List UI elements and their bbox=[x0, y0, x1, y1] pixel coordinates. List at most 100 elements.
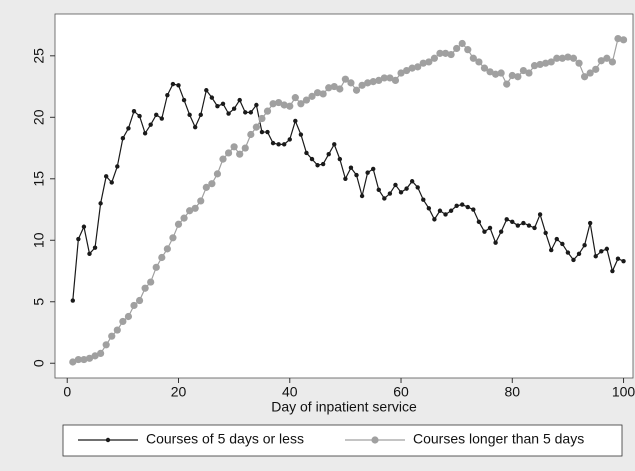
data-point bbox=[87, 251, 92, 256]
data-point bbox=[593, 254, 598, 259]
data-point bbox=[347, 79, 355, 87]
data-point bbox=[263, 107, 272, 115]
data-point bbox=[419, 59, 427, 67]
data-point bbox=[92, 245, 98, 250]
data-point bbox=[293, 118, 298, 124]
data-point bbox=[397, 69, 405, 77]
data-point bbox=[460, 202, 465, 207]
data-point bbox=[252, 123, 260, 131]
data-point bbox=[491, 70, 500, 78]
data-point bbox=[148, 122, 153, 127]
data-point bbox=[237, 97, 242, 103]
data-point bbox=[425, 58, 433, 66]
data-point bbox=[610, 268, 615, 274]
data-point bbox=[498, 229, 504, 234]
data-point bbox=[358, 81, 366, 89]
legend bbox=[62, 424, 623, 457]
data-point bbox=[475, 58, 483, 66]
data-point bbox=[604, 246, 610, 252]
data-point bbox=[320, 161, 326, 167]
data-point bbox=[81, 224, 87, 229]
data-point bbox=[560, 241, 565, 247]
data-point bbox=[170, 81, 176, 87]
data-point bbox=[281, 142, 287, 147]
data-point bbox=[493, 240, 498, 245]
data-point bbox=[514, 73, 522, 81]
data-point bbox=[503, 80, 511, 88]
data-point bbox=[326, 151, 331, 157]
data-point bbox=[109, 180, 114, 185]
data-point bbox=[126, 126, 131, 131]
data-point bbox=[432, 217, 437, 222]
data-point bbox=[113, 326, 121, 334]
data-point bbox=[469, 54, 477, 62]
data-point bbox=[192, 124, 198, 130]
data-point bbox=[254, 102, 259, 108]
data-point bbox=[486, 68, 494, 76]
data-point bbox=[337, 156, 343, 162]
data-point bbox=[536, 60, 544, 69]
data-point bbox=[398, 190, 404, 195]
data-point bbox=[198, 112, 203, 118]
data-point bbox=[74, 355, 82, 364]
data-point bbox=[135, 296, 144, 305]
data-point bbox=[621, 258, 626, 264]
data-point bbox=[597, 57, 605, 65]
y-tick-label: 10 bbox=[31, 232, 47, 248]
data-point bbox=[565, 250, 571, 255]
data-point bbox=[558, 54, 566, 62]
data-point bbox=[352, 86, 361, 94]
data-point bbox=[387, 191, 393, 196]
data-point bbox=[97, 349, 105, 358]
data-point bbox=[330, 82, 338, 91]
data-point bbox=[319, 90, 327, 98]
plot-area bbox=[54, 13, 634, 379]
y-tick-label: 25 bbox=[31, 48, 47, 64]
data-point bbox=[158, 253, 166, 262]
data-point bbox=[308, 92, 316, 100]
data-point bbox=[181, 97, 187, 103]
data-point bbox=[348, 165, 354, 170]
data-point bbox=[608, 58, 617, 66]
data-point bbox=[152, 263, 160, 271]
data-point bbox=[286, 102, 294, 110]
data-point bbox=[510, 219, 515, 225]
data-point bbox=[576, 251, 582, 256]
data-point bbox=[436, 49, 444, 57]
legend-label: Courses of 5 days or less bbox=[146, 431, 304, 447]
data-point bbox=[309, 156, 315, 162]
data-point bbox=[163, 245, 171, 253]
data-point bbox=[343, 176, 348, 181]
data-point bbox=[581, 73, 589, 81]
data-point bbox=[176, 83, 181, 88]
data-point bbox=[248, 110, 254, 115]
data-point bbox=[453, 44, 461, 53]
data-point bbox=[169, 234, 177, 242]
data-point bbox=[130, 301, 138, 310]
data-point bbox=[159, 116, 165, 121]
data-point bbox=[80, 355, 88, 364]
data-point bbox=[615, 256, 621, 261]
data-point bbox=[376, 187, 381, 193]
data-point bbox=[315, 163, 320, 168]
data-point bbox=[209, 95, 215, 100]
data-point bbox=[369, 78, 377, 86]
data-point bbox=[504, 217, 509, 222]
data-point bbox=[137, 113, 142, 119]
data-point bbox=[386, 74, 394, 82]
data-point bbox=[480, 64, 489, 72]
data-point bbox=[402, 66, 411, 75]
data-point bbox=[141, 284, 149, 292]
data-point bbox=[332, 142, 337, 147]
data-point bbox=[115, 164, 120, 169]
data-point bbox=[404, 186, 409, 191]
data-point bbox=[471, 207, 476, 212]
data-point bbox=[530, 62, 539, 70]
data-point bbox=[302, 96, 311, 104]
data-point bbox=[120, 136, 126, 141]
data-point bbox=[393, 182, 398, 188]
data-point bbox=[91, 352, 99, 360]
data-point bbox=[85, 354, 94, 362]
data-point bbox=[103, 174, 109, 179]
